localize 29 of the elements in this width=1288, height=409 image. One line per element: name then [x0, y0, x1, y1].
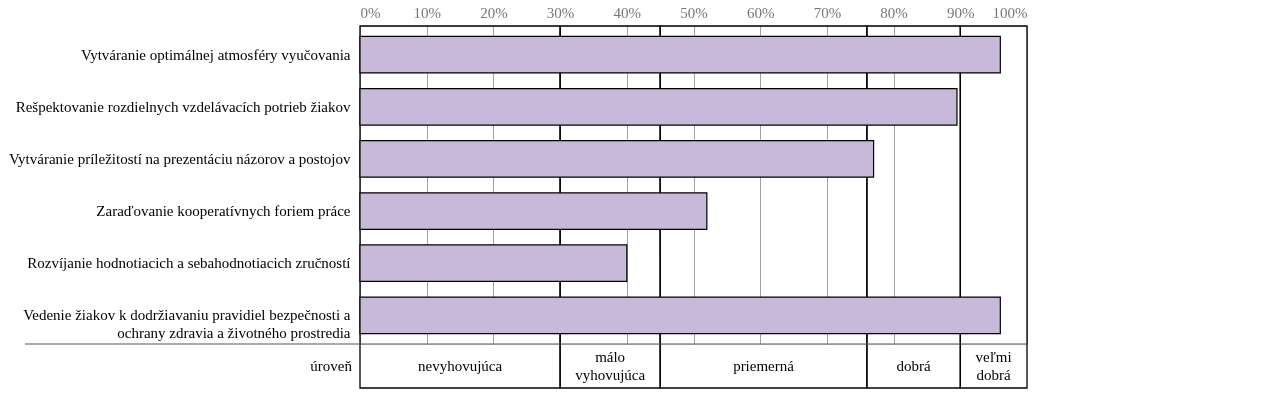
x-tick-label: 0%: [360, 4, 381, 21]
band-label: veľmi dobrá: [975, 349, 1012, 383]
x-tick-label: 100%: [992, 4, 1028, 21]
text: úroveň: [310, 358, 353, 374]
band-label: málo vyhovujúca: [575, 349, 646, 383]
bar: [359, 140, 875, 178]
y-tick-label: Zaraďovanie kooperatívnych foriem práce: [96, 203, 351, 220]
y-tick-label: Rešpektovanie rozdielnych vzdelávacích potrieb žiakov: [15, 98, 351, 115]
bar: [359, 87, 958, 126]
y-tick-label: Vytváranie príležitostí na prezentáciu názorov a postojov: [8, 150, 351, 167]
bar: [359, 192, 708, 230]
y-tick-label: Vedenie žiakov k dodržiavaniu pravidiel bezpečnosti a ochrany zdravia a životného prostredia: [23, 307, 351, 342]
bar: [359, 296, 1001, 335]
x-tick-label: 10%: [413, 4, 441, 21]
y-tick-label: Rozvíjanie hodnotiacich a sebahodnotiacich zručností: [27, 255, 351, 272]
bar: [359, 35, 1001, 74]
y-tick-label: Vytváranie optimálnej atmosféry vyučovania: [81, 46, 351, 63]
x-tick-label: 40%: [613, 4, 642, 21]
bar: [359, 244, 628, 283]
x-tick-label: 20%: [480, 4, 508, 21]
x-tick-label: 70%: [813, 4, 842, 21]
x-tick-label: 50%: [680, 4, 708, 21]
x-tick-label: 80%: [880, 4, 908, 21]
band-label: dobrá: [896, 358, 932, 374]
band-label: priemerná: [733, 358, 795, 374]
x-tick-label: 60%: [746, 4, 775, 21]
x-tick-label: 90%: [947, 4, 975, 21]
band-label: nevyhovujúca: [417, 358, 503, 374]
x-tick-label: 30%: [546, 4, 575, 21]
